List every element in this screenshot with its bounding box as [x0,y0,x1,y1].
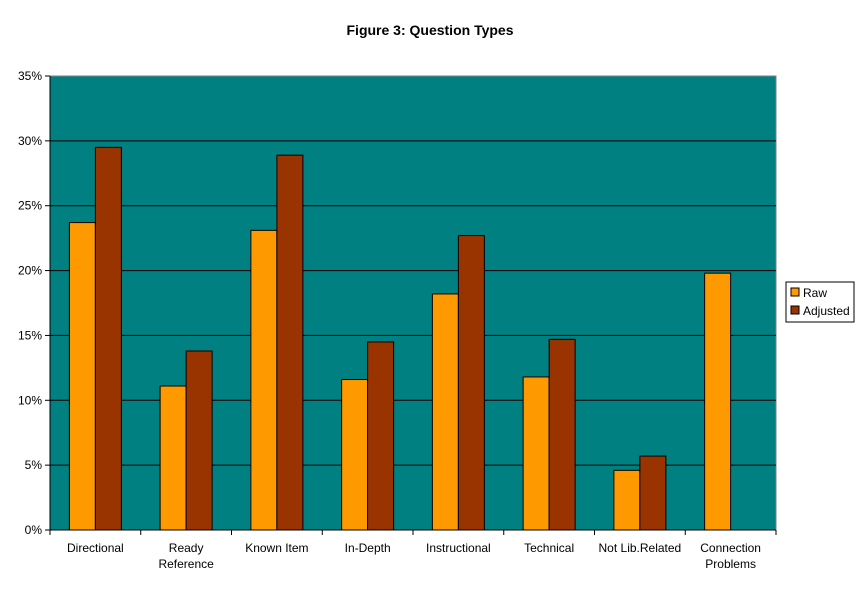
y-tick-label: 35% [18,69,42,83]
y-tick-label: 15% [18,328,42,342]
x-tick-label: Ready [169,541,204,555]
legend-swatch-adjusted [790,305,800,315]
legend-label-raw: Raw [803,286,827,300]
y-tick-label: 10% [18,393,42,407]
bar-raw [159,385,187,531]
y-tick-label: 30% [18,134,42,148]
bar-raw [522,376,550,531]
bar-adjusted [457,235,485,531]
bar-raw [68,222,96,531]
axes: 0% 5% 10% 15% 20% 25% 30% 35% Directional Ready Re… [18,69,777,571]
legend-swatch-raw [790,287,800,297]
y-tick-label: 5% [25,458,43,472]
x-tick-label: Technical [524,541,574,555]
bars [68,146,732,531]
chart-title: Figure 3: Question Types [347,22,514,38]
bar-raw [704,272,732,531]
bar-raw [250,229,278,531]
legend-label-adjusted: Adjusted [803,304,850,318]
x-tick-label: Known Item [245,541,308,555]
bar-adjusted [276,154,304,531]
x-tick-label: Directional [67,541,124,555]
bar-adjusted [548,338,576,531]
plot-area [49,75,777,531]
bar-adjusted [367,341,395,531]
x-tick-label: Instructional [426,541,491,555]
bar-raw [431,293,459,531]
y-tick-label: 25% [18,199,42,213]
bar-adjusted [94,146,122,531]
bar-adjusted [185,350,213,531]
x-tick-label: In-Depth [345,541,391,555]
bar-raw [341,379,369,531]
legend: Raw Adjusted [785,281,855,323]
y-tick-label: 0% [25,523,43,537]
x-tick-label: Reference [158,557,214,571]
x-tick-label: Connection [700,541,761,555]
x-tick-label: Problems [705,557,756,571]
bar-adjusted [639,455,667,531]
bar-raw [613,469,641,531]
x-tick-label: Not Lib.Related [599,541,682,555]
y-tick-label: 20% [18,264,42,278]
